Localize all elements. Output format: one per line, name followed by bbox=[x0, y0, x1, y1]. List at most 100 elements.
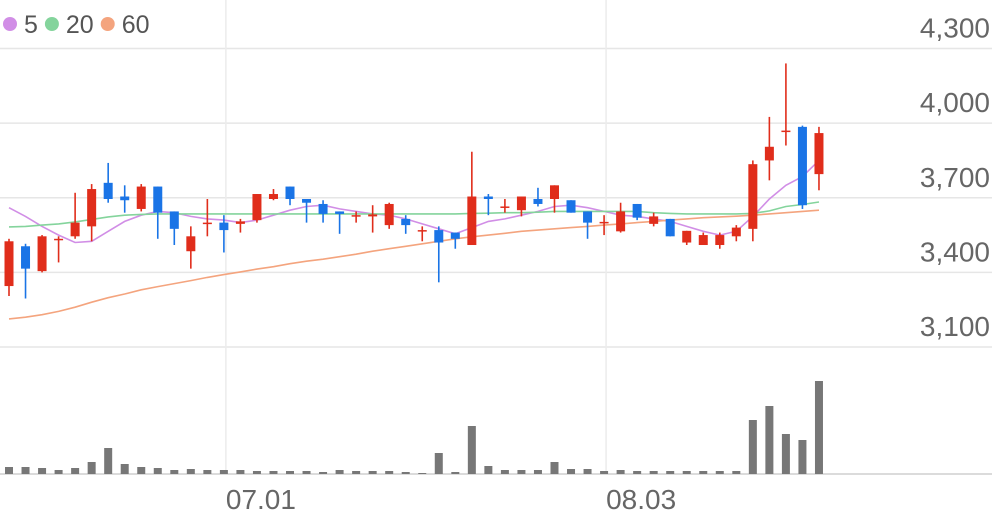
candle-body bbox=[814, 133, 824, 175]
volume-bar bbox=[699, 471, 708, 474]
candle-body bbox=[120, 196, 130, 201]
legend-marker bbox=[3, 17, 17, 31]
legend-marker bbox=[100, 17, 115, 31]
candle-body bbox=[764, 146, 774, 161]
volume-bar bbox=[269, 471, 278, 474]
y-tick-label: 3,100 bbox=[920, 311, 990, 342]
volume-bar bbox=[583, 469, 592, 474]
volume-bar bbox=[633, 471, 642, 474]
candle-body bbox=[549, 185, 559, 199]
volume-bar bbox=[418, 473, 427, 474]
candle-body bbox=[748, 164, 758, 229]
candle-body bbox=[186, 236, 196, 252]
candle-body bbox=[583, 211, 593, 223]
volume-bar bbox=[517, 470, 526, 474]
candle-body bbox=[268, 194, 278, 199]
volume-bar bbox=[186, 469, 195, 474]
candle-body bbox=[70, 222, 80, 237]
candle-body bbox=[483, 196, 493, 199]
candle-body bbox=[103, 182, 113, 199]
candle-body bbox=[616, 211, 626, 232]
candle-body bbox=[87, 189, 97, 227]
volume-bar bbox=[434, 453, 443, 474]
candle-body bbox=[533, 198, 543, 204]
volume-bar bbox=[781, 434, 790, 474]
volume-bar bbox=[798, 440, 807, 474]
volume-bar bbox=[5, 467, 13, 474]
volume-bar bbox=[732, 471, 741, 474]
volume-bar bbox=[104, 448, 113, 474]
volume-bar bbox=[484, 466, 493, 474]
candle-body bbox=[797, 126, 807, 206]
volume-bar bbox=[286, 471, 295, 474]
x-tick-label: 07.01 bbox=[226, 484, 296, 515]
volume-bar bbox=[319, 472, 328, 474]
volume-bar bbox=[385, 471, 394, 474]
candle-body bbox=[252, 194, 262, 221]
candle-body bbox=[467, 196, 477, 246]
volume-bar bbox=[765, 406, 774, 474]
volume-bar bbox=[616, 470, 625, 474]
legend-marker bbox=[44, 17, 59, 31]
volume-bar bbox=[533, 470, 542, 474]
candle-body bbox=[169, 211, 179, 229]
candle-body bbox=[235, 221, 245, 224]
candle-body bbox=[136, 186, 146, 209]
volume-bar bbox=[236, 470, 245, 474]
candle-body bbox=[434, 230, 444, 243]
candle-body bbox=[351, 215, 361, 217]
y-tick-label: 4,300 bbox=[920, 13, 990, 44]
candle-body bbox=[4, 241, 14, 287]
volume-bar bbox=[814, 381, 823, 474]
volume-bar bbox=[368, 471, 377, 474]
candle-body bbox=[649, 216, 659, 224]
volume-bar bbox=[219, 470, 228, 474]
candle-body bbox=[599, 221, 609, 224]
ma-line bbox=[8, 201, 820, 228]
legend-label: 60 bbox=[122, 11, 150, 39]
candle-body bbox=[715, 235, 725, 246]
candle-body bbox=[698, 235, 708, 246]
candle-body bbox=[37, 236, 47, 272]
volume-bar bbox=[21, 467, 30, 474]
y-tick-label: 4,000 bbox=[920, 87, 990, 118]
y-tick-label: 3,700 bbox=[920, 162, 990, 193]
candle-body bbox=[516, 196, 526, 211]
volume-bar bbox=[153, 468, 162, 474]
candle-body bbox=[417, 230, 427, 232]
ma-line bbox=[8, 159, 820, 244]
candle-body bbox=[384, 203, 394, 226]
candle-body bbox=[21, 246, 31, 269]
volume-bar bbox=[600, 471, 609, 474]
volume-bar bbox=[335, 470, 344, 474]
candle-body bbox=[219, 222, 229, 231]
volume-bar bbox=[748, 420, 757, 474]
candle-body bbox=[500, 206, 510, 208]
x-tick-label: 08.03 bbox=[606, 484, 676, 515]
volume-bar bbox=[567, 469, 576, 474]
volume-bar bbox=[87, 462, 96, 474]
volume-bar bbox=[401, 472, 410, 474]
candle-body bbox=[731, 227, 741, 237]
volume-bar bbox=[302, 471, 311, 474]
candle-body bbox=[682, 230, 692, 243]
candle-body bbox=[665, 218, 675, 237]
volume-bar bbox=[170, 470, 179, 474]
candle-body bbox=[401, 218, 411, 226]
y-tick-label: 3,400 bbox=[920, 236, 990, 267]
volume-bar bbox=[54, 470, 63, 474]
candle-body bbox=[368, 214, 378, 217]
candle-body bbox=[450, 232, 460, 239]
volume-bar bbox=[467, 426, 476, 474]
candle-body bbox=[285, 186, 295, 199]
volume-bar bbox=[38, 468, 47, 474]
candle-body bbox=[302, 198, 312, 203]
candle-body bbox=[335, 211, 345, 214]
volume-bar bbox=[120, 464, 129, 474]
volume-bar bbox=[451, 472, 460, 474]
ma-line bbox=[8, 209, 820, 320]
volume-bar bbox=[500, 470, 509, 474]
candle-body bbox=[566, 200, 576, 213]
